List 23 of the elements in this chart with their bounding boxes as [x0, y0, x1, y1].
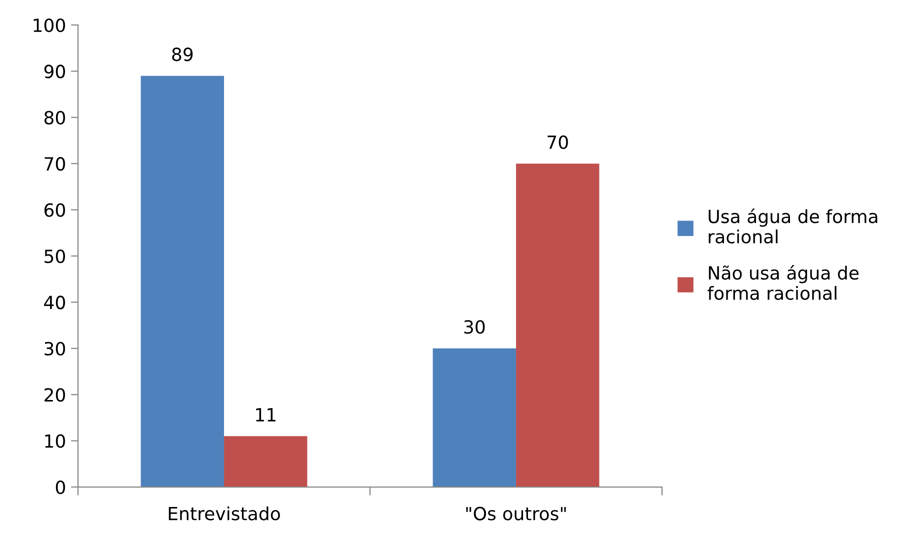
legend-label: Não usa água de forma racional: [708, 265, 859, 300]
y-tick-label: 90: [44, 64, 66, 78]
legend-label: Usa água de forma racional: [708, 208, 878, 244]
y-tick-label: 10: [45, 434, 66, 448]
data-label: 89: [172, 48, 193, 62]
y-tick-label: 30: [44, 342, 66, 356]
y-tick-label: 100: [34, 18, 66, 32]
y-tick-label: 80: [44, 110, 66, 125]
y-tick-label: 50: [44, 249, 66, 264]
bar: [432, 348, 516, 488]
x-tick-label: "Os outros": [466, 506, 566, 520]
y-tick-label: 0: [56, 480, 66, 494]
y-tick-label: 40: [44, 296, 66, 310]
bar: [516, 164, 600, 488]
bar: [224, 436, 308, 488]
y-tick-label: 60: [44, 203, 66, 217]
x-tick-label: Entrevistado: [168, 506, 280, 520]
bar: [140, 76, 224, 488]
y-tick-label: 20: [44, 388, 66, 402]
data-label: 70: [548, 135, 568, 149]
data-label: 30: [464, 320, 485, 334]
data-label: 11: [256, 408, 276, 422]
y-tick-label: 70: [44, 157, 66, 171]
